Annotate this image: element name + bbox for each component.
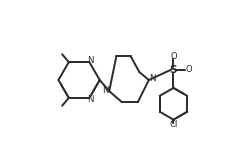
Text: O: O xyxy=(170,52,177,61)
Text: S: S xyxy=(170,65,177,75)
Text: N: N xyxy=(87,56,94,65)
Text: N: N xyxy=(103,86,109,95)
Text: N: N xyxy=(149,74,155,83)
Text: Cl: Cl xyxy=(169,120,178,129)
Text: O: O xyxy=(186,65,192,74)
Text: N: N xyxy=(87,95,94,104)
